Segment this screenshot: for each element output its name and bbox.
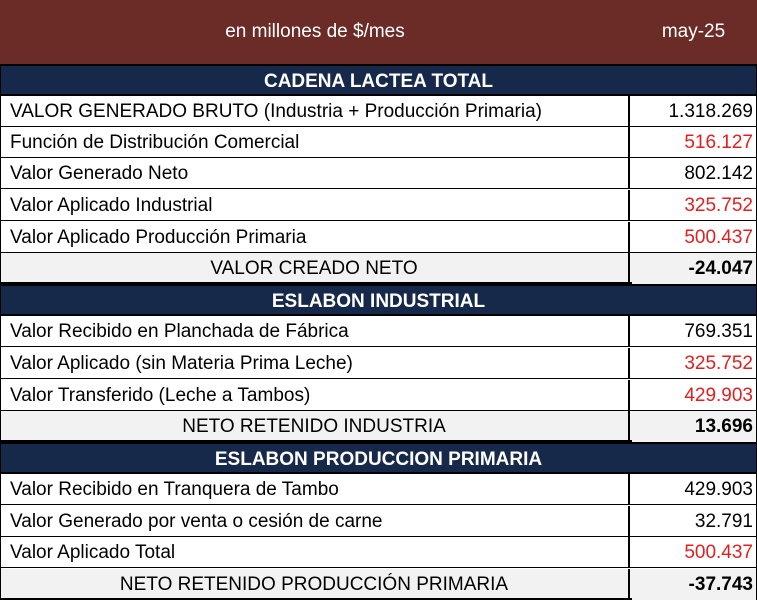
table-header: en millones de $/mes may-25 — [0, 0, 757, 64]
table-row: Valor Recibido en Tranquera de Tambo 429… — [0, 474, 757, 505]
row-value: 802.142 — [684, 163, 753, 184]
row-value: 429.903 — [684, 479, 753, 500]
row-value: 500.437 — [684, 542, 753, 563]
row-label: Valor Aplicado Producción Primaria — [0, 222, 630, 253]
header-period: may-25 — [661, 21, 726, 42]
row-label: Valor Generado por venta o cesión de car… — [0, 506, 630, 537]
total-value: 13.696 — [632, 411, 757, 442]
row-label: Función de Distribución Comercial — [0, 127, 630, 158]
table-row: Valor Aplicado Total 500.437 — [0, 537, 757, 568]
row-value: 429.903 — [684, 385, 753, 406]
table-row: Valor Generado Neto 802.142 — [0, 158, 757, 189]
table-row: Valor Aplicado (sin Materia Prima Leche)… — [0, 348, 757, 379]
section-title: CADENA LACTEA TOTAL — [0, 64, 757, 96]
total-label: VALOR CREADO NETO — [0, 253, 630, 284]
row-value: 325.752 — [684, 353, 753, 374]
row-label: Valor Aplicado (sin Materia Prima Leche) — [0, 348, 630, 379]
section-title: ESLABON PRODUCCION PRIMARIA — [0, 442, 757, 474]
row-label: Valor Generado Neto — [0, 158, 630, 189]
table-row: Valor Aplicado Industrial 325.752 — [0, 190, 757, 221]
row-label: Valor Recibido en Planchada de Fábrica — [0, 316, 630, 347]
row-value: 516.127 — [684, 132, 753, 153]
total-row: NETO RETENIDO PRODUCCIÓN PRIMARIA -37.74… — [0, 569, 757, 600]
section-title: ESLABON INDUSTRIAL — [0, 284, 757, 316]
table-row: VALOR GENERADO BRUTO (Industria + Produc… — [0, 96, 757, 127]
row-value: 325.752 — [684, 195, 753, 216]
total-value: -24.047 — [632, 253, 757, 284]
row-label: Valor Recibido en Tranquera de Tambo — [0, 474, 630, 505]
table-row: Valor Recibido en Planchada de Fábrica 7… — [0, 316, 757, 347]
left-border — [0, 64, 1, 600]
header-title: en millones de $/mes — [225, 21, 405, 42]
row-label: Valor Transferido (Leche a Tambos) — [0, 380, 630, 411]
row-value: 32.791 — [694, 511, 753, 532]
row-label: Valor Aplicado Total — [0, 537, 630, 568]
row-value: 769.351 — [684, 321, 753, 342]
row-label: Valor Aplicado Industrial — [0, 190, 630, 221]
table-row: Valor Transferido (Leche a Tambos) 429.9… — [0, 380, 757, 411]
row-value: 500.437 — [684, 227, 753, 248]
total-row: NETO RETENIDO INDUSTRIA 13.696 — [0, 411, 757, 442]
row-label: VALOR GENERADO BRUTO (Industria + Produc… — [0, 96, 630, 127]
total-label: NETO RETENIDO INDUSTRIA — [0, 411, 630, 442]
table-row: Valor Aplicado Producción Primaria 500.4… — [0, 222, 757, 253]
row-value: 1.318.269 — [668, 101, 753, 122]
table-row: Valor Generado por venta o cesión de car… — [0, 506, 757, 537]
total-row: VALOR CREADO NETO -24.047 — [0, 253, 757, 284]
total-value: -37.743 — [632, 569, 757, 600]
total-label: NETO RETENIDO PRODUCCIÓN PRIMARIA — [0, 569, 630, 600]
table-row: Función de Distribución Comercial 516.12… — [0, 127, 757, 158]
